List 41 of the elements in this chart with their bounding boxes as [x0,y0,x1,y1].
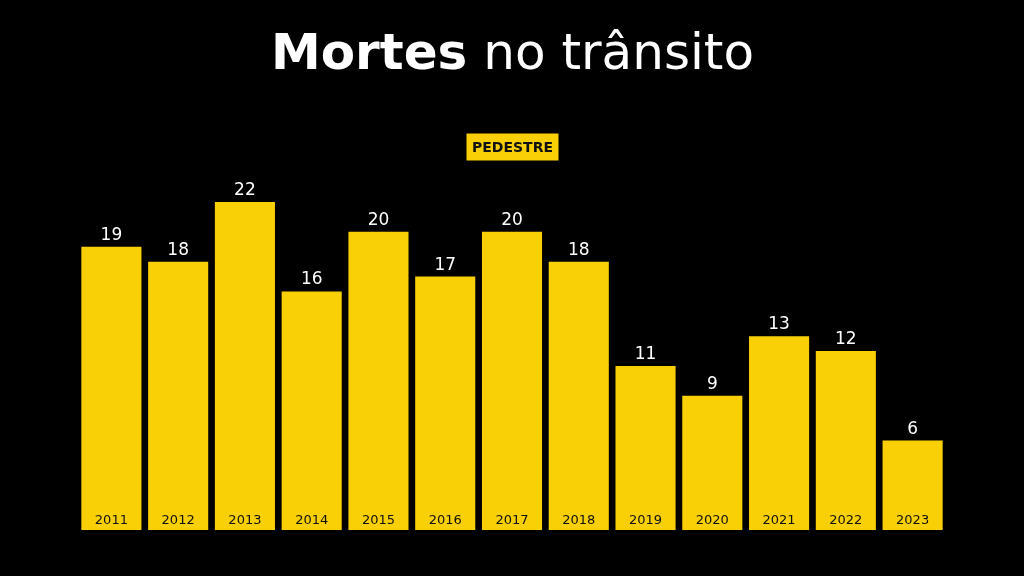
data-label: 17 [434,253,457,274]
bar [615,366,676,530]
bar [281,291,342,530]
bar [148,261,209,530]
bar [548,261,609,530]
data-label: 22 [234,179,256,199]
bar [481,231,543,530]
chart-title: Mortes no trânsito [271,23,755,81]
data-label: 13 [768,313,790,334]
x-tick-label: 2013 [228,512,262,528]
data-label: 12 [835,328,857,349]
data-label: 6 [907,417,919,438]
x-tick-label: 2019 [628,512,663,528]
data-label: 19 [100,223,123,244]
data-label: 16 [300,268,323,289]
bar [682,395,743,530]
x-tick-label: 2020 [695,512,729,528]
x-tick-label: 2021 [762,512,796,528]
x-tick-label: 2017 [495,512,529,528]
bar [81,246,142,530]
data-label: 9 [706,372,718,393]
x-tick-label: 2014 [295,512,329,528]
bar [415,276,476,530]
x-tick-label: 2016 [428,512,462,528]
bar [815,351,876,530]
chart-subtitle: PEDESTRE [472,139,553,155]
data-label: 20 [501,208,523,229]
data-label: 20 [367,208,390,229]
bar [749,336,810,530]
x-tick-label: 2022 [829,512,863,528]
x-tick-label: 2018 [562,512,596,528]
data-label: 18 [167,238,189,259]
bar [348,231,409,530]
x-tick-label: 2015 [361,512,396,528]
bar [214,202,275,530]
x-tick-label: 2012 [161,512,195,528]
bar [882,440,943,530]
data-label: 11 [634,343,657,363]
data-label: 18 [567,238,590,259]
x-tick-label: 2011 [94,512,128,528]
x-tick-label: 2023 [896,512,930,528]
